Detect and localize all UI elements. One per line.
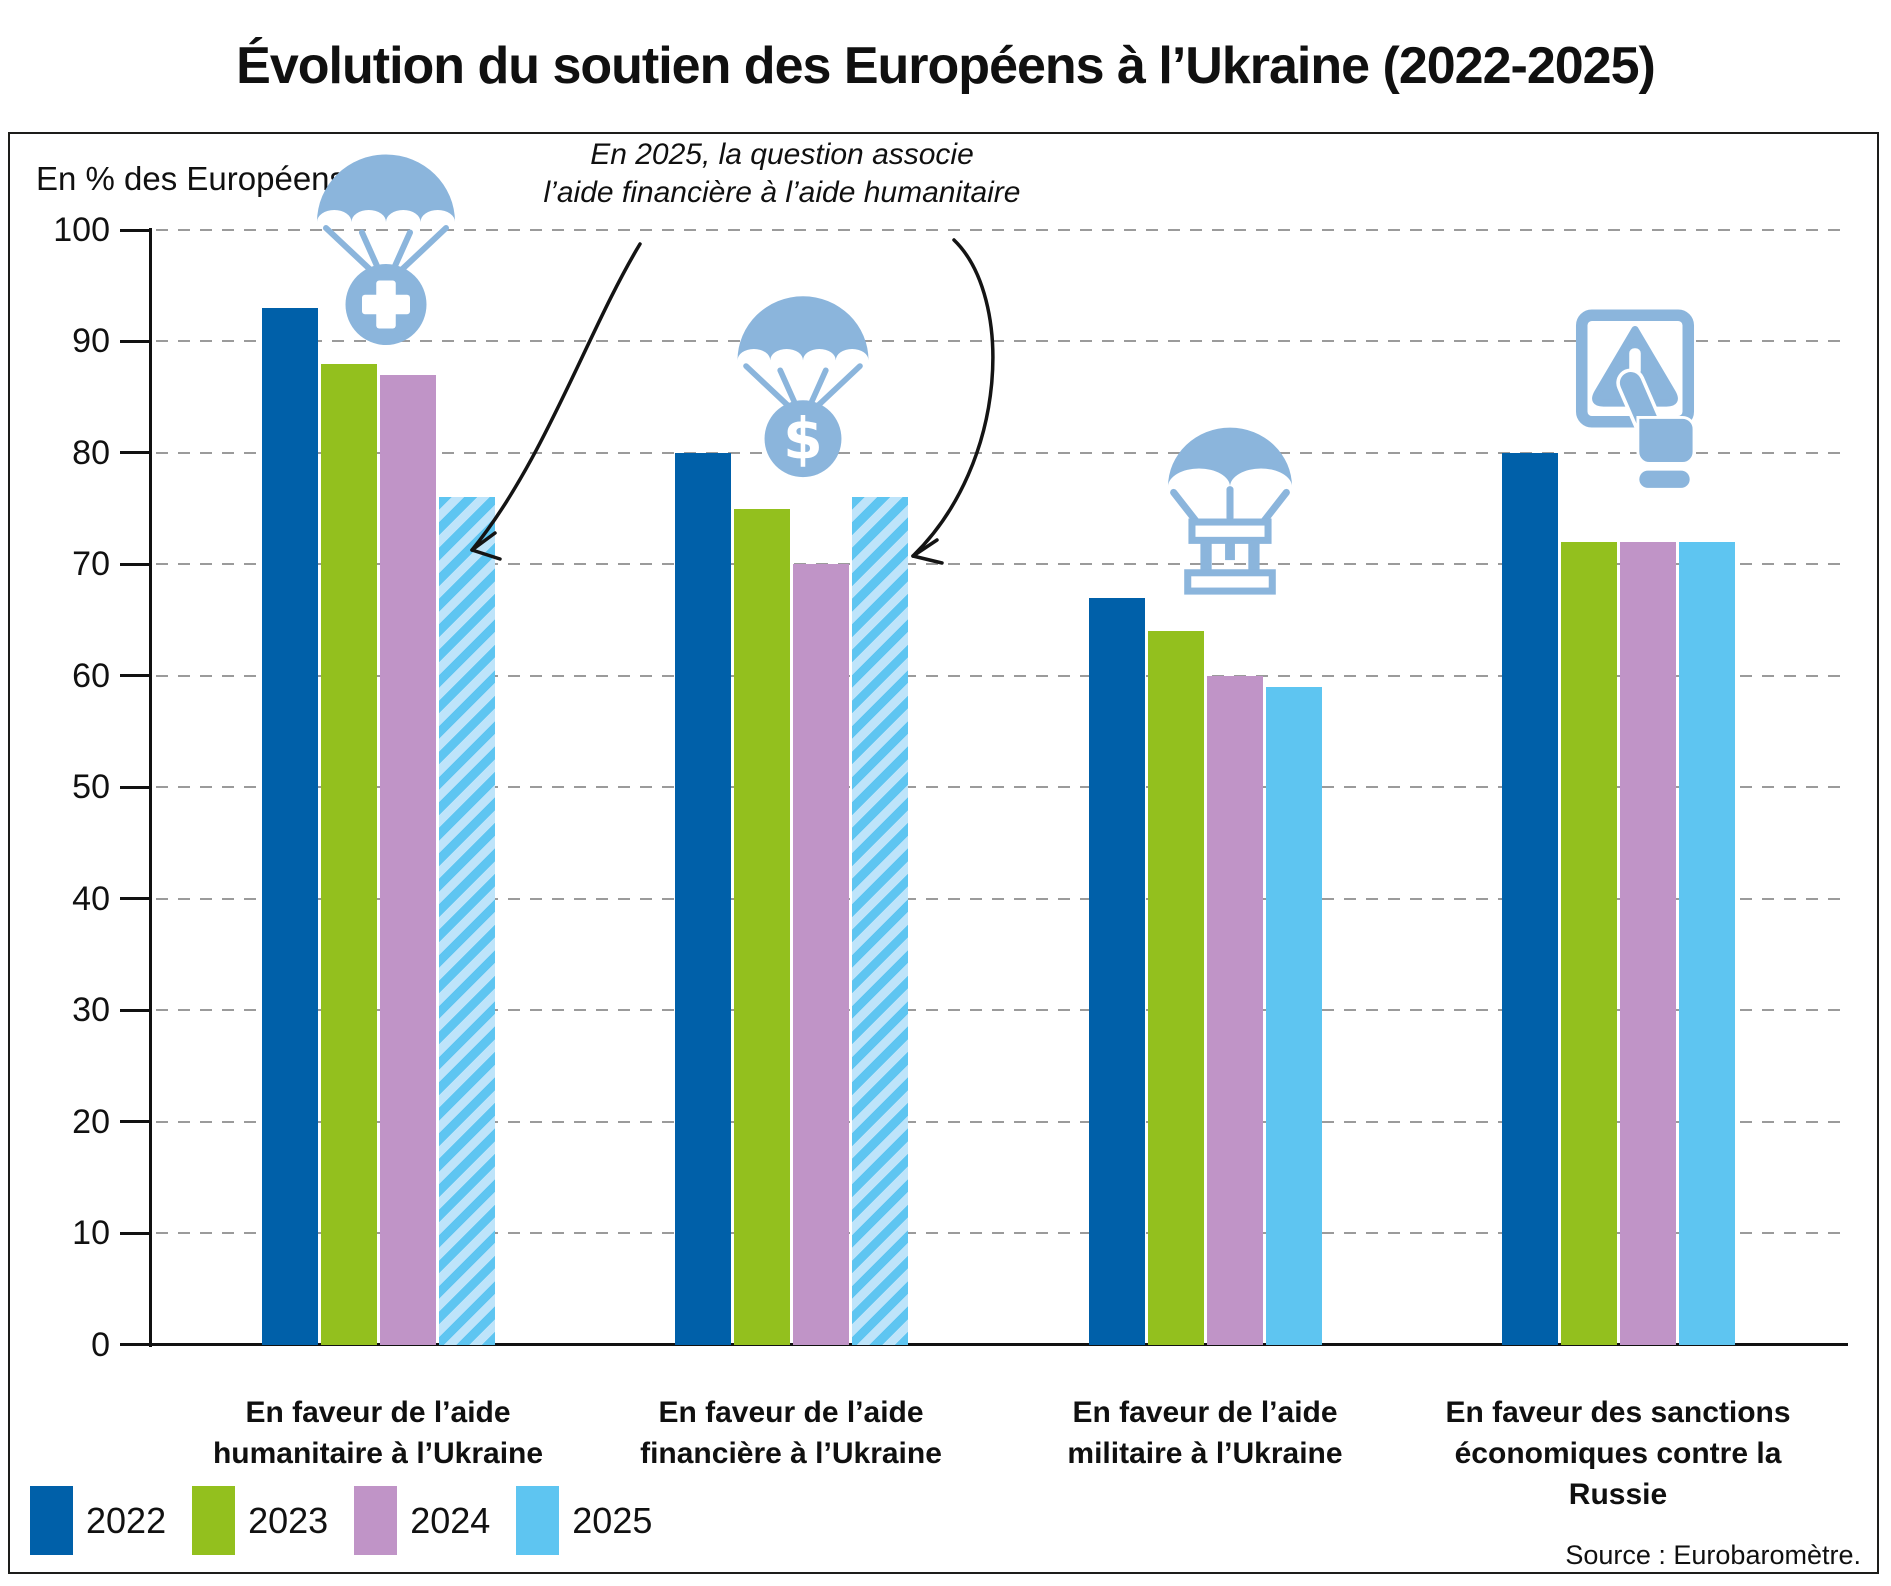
gridline-60 [156, 674, 1848, 677]
bar-group-1 [261, 230, 495, 1345]
y-tick-label-100: 100 [53, 211, 110, 249]
y-tick-label-60: 60 [72, 656, 110, 695]
gridline-90 [156, 340, 1848, 343]
chart-title: Évolution du soutien des Européens à l’U… [236, 37, 1656, 95]
y-tick-label-80: 80 [72, 433, 110, 472]
category-label-4: En faveur des sanctions économiques contr… [1406, 1392, 1830, 1515]
legend-item-2024: 2024 [354, 1486, 490, 1555]
category-label-4-line2: économiques contre la Russie [1454, 1437, 1782, 1511]
legend-label-2025: 2025 [572, 1499, 653, 1541]
annotation-line1: En 2025, la question associe [590, 138, 974, 171]
y-tick-label-50: 50 [72, 768, 110, 807]
y-tick-label-20: 20 [72, 1102, 110, 1141]
legend-label-2024: 2024 [410, 1499, 491, 1541]
parachute-medical-icon [317, 154, 455, 345]
y-tick-60 [120, 674, 150, 678]
y-tick-label-10: 10 [72, 1214, 110, 1253]
bar-group-2 [674, 230, 908, 1345]
svg-text:$: $ [783, 407, 823, 473]
parachute-dollar-icon: $ [737, 296, 869, 478]
category-label-2-line1: En faveur de l’aide [658, 1396, 924, 1429]
y-tick-40 [120, 897, 150, 901]
source-note: Source : Eurobaromètre. [1565, 1540, 1861, 1570]
gridline-20 [156, 1120, 1848, 1123]
y-tick-label-0: 0 [91, 1325, 110, 1364]
gridline-80 [156, 451, 1848, 454]
bar-group3-2022 [1088, 597, 1145, 1345]
y-tick-30 [120, 1008, 150, 1012]
gridline-40 [156, 897, 1848, 900]
bar-group2-2025 [851, 497, 908, 1345]
warning-hand-icon [1575, 309, 1696, 488]
category-label-3-line2: militaire à l’Ukraine [1067, 1437, 1343, 1470]
y-tick-label-40: 40 [72, 879, 110, 918]
y-axis-line [149, 228, 152, 1347]
gridline-70 [156, 563, 1848, 566]
bar-group1-2023 [320, 363, 377, 1345]
gridline-10 [156, 1232, 1848, 1235]
legend-label-2022: 2022 [86, 1499, 167, 1541]
y-tick-label-30: 30 [72, 991, 110, 1030]
legend-label-2023: 2023 [248, 1499, 329, 1541]
category-label-2: En faveur de l’aide financière à l’Ukrain… [579, 1392, 1003, 1474]
bar-group4-2022 [1501, 452, 1558, 1345]
bar-group-3 [1088, 230, 1322, 1345]
category-label-3-line1: En faveur de l’aide [1072, 1396, 1338, 1429]
category-label-2-line2: financière à l’Ukraine [640, 1437, 942, 1470]
category-label-1-line2: humanitaire à l’Ukraine [212, 1437, 544, 1470]
bar-group-4 [1501, 230, 1735, 1345]
gridline-50 [156, 786, 1848, 789]
y-tick-label-90: 90 [72, 322, 110, 361]
bar-group4-2023 [1560, 542, 1617, 1345]
annotation-line2: l’aide financière à l’aide humanitaire [543, 176, 1021, 209]
category-label-1: En faveur de l’aide humanitaire à l’Ukrai… [166, 1392, 590, 1474]
bar-group2-2023 [733, 508, 790, 1345]
legend-swatch-2023 [192, 1486, 236, 1555]
legend-item-2023: 2023 [192, 1486, 328, 1555]
category-label-1-line1: En faveur de l’aide [245, 1396, 511, 1429]
legend-swatch-2025 [516, 1486, 560, 1555]
bar-group4-2024 [1619, 542, 1676, 1345]
y-tick-80 [120, 451, 150, 455]
bar-group2-2022 [674, 452, 731, 1345]
bar-group3-2024 [1206, 675, 1263, 1345]
y-tick-100 [120, 228, 150, 232]
x-axis-line [149, 1343, 1848, 1346]
bar-group1-2025 [438, 497, 495, 1345]
bar-group4-2025 [1678, 542, 1735, 1345]
y-tick-90 [120, 339, 150, 343]
y-tick-20 [120, 1120, 150, 1124]
annotation-2025: En 2025, la question associe l’aide fina… [512, 136, 1052, 212]
category-label-3: En faveur de l’aide militaire à l’Ukraine [993, 1392, 1417, 1474]
gridline-100 [156, 229, 1848, 231]
bar-group3-2023 [1147, 631, 1204, 1345]
bar-group3-2025 [1265, 686, 1322, 1345]
legend-item-2025: 2025 [516, 1486, 652, 1555]
y-tick-10 [120, 1231, 150, 1235]
legend-swatch-2022 [30, 1486, 73, 1555]
y-tick-label-70: 70 [72, 545, 110, 584]
parachute-crate-icon [1168, 427, 1292, 595]
gridline-30 [156, 1009, 1848, 1012]
bar-group1-2022 [261, 308, 318, 1345]
y-tick-70 [120, 562, 150, 566]
legend-swatch-2024 [354, 1486, 398, 1555]
chart-frame [8, 132, 1879, 1574]
y-tick-50 [120, 785, 150, 789]
legend-item-2022: 2022 [30, 1486, 166, 1555]
bar-group1-2024 [379, 374, 436, 1345]
category-label-4-line1: En faveur des sanctions [1445, 1396, 1791, 1429]
y-tick-0 [120, 1343, 150, 1346]
legend: 2022 2023 2024 2025 [30, 1486, 652, 1555]
bar-group2-2024 [792, 564, 849, 1345]
